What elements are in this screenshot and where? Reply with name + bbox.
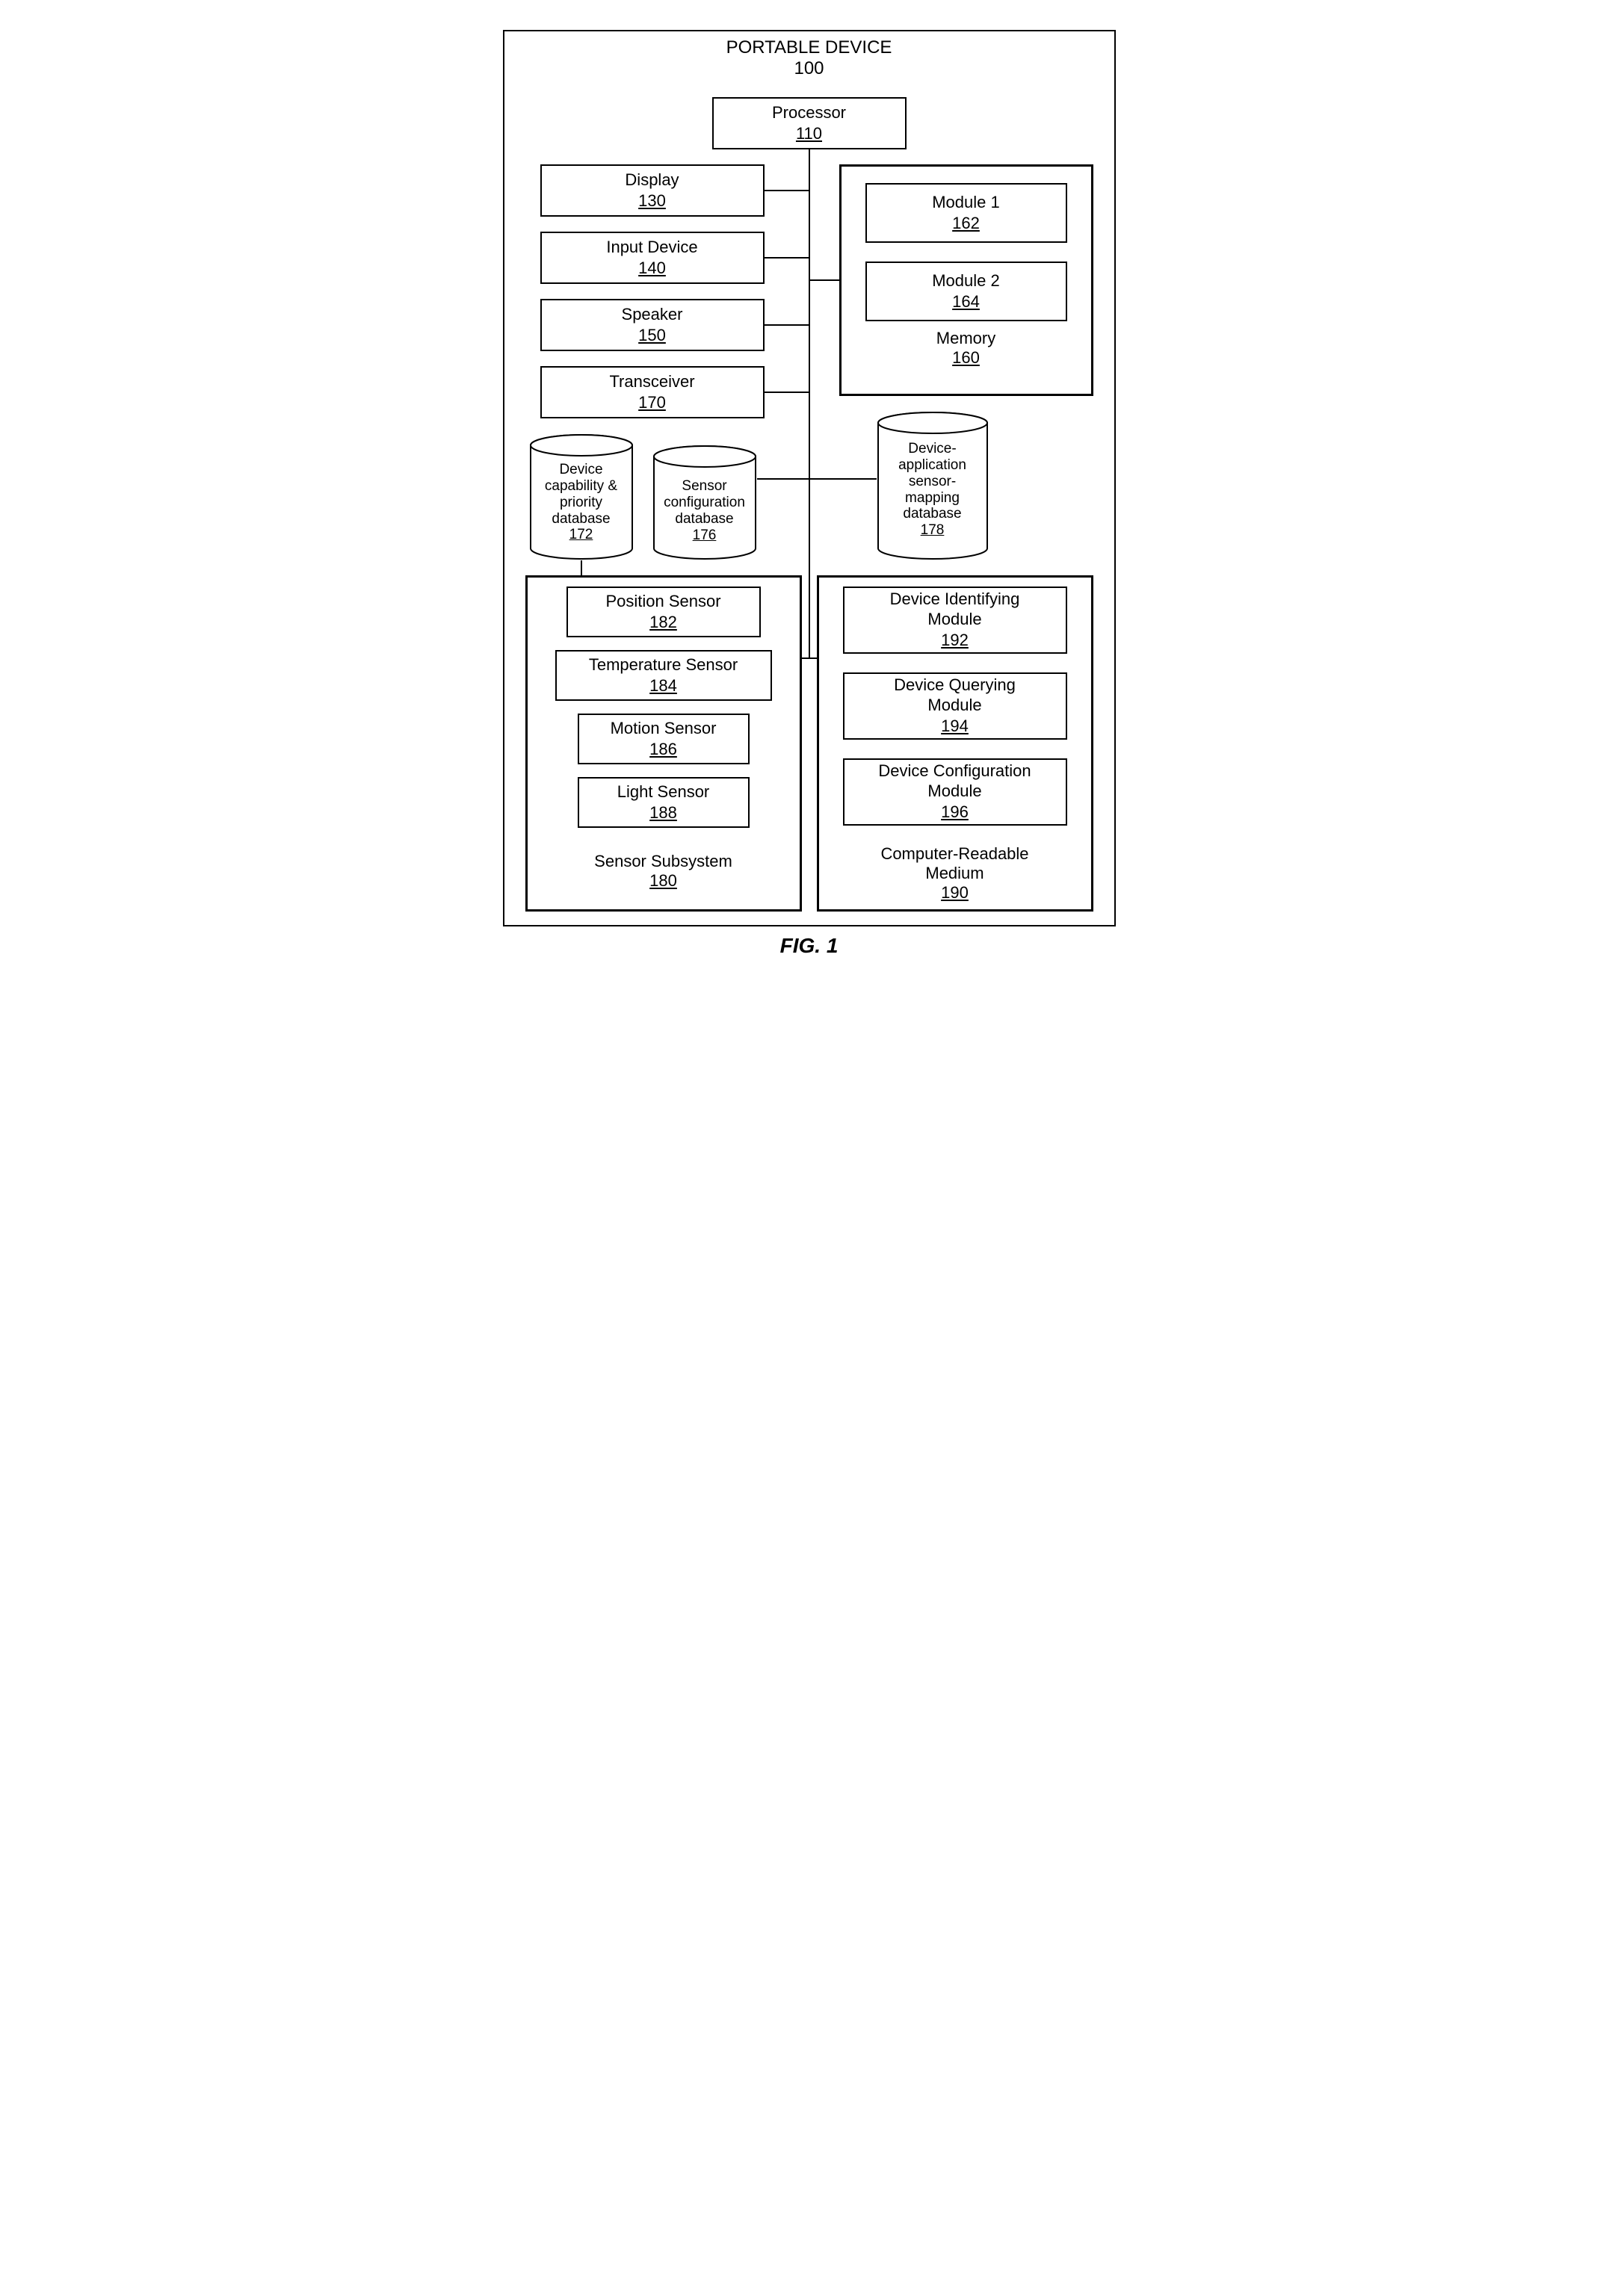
light-sensor-block: Light Sensor 188	[578, 777, 750, 828]
wire-memory	[809, 279, 839, 281]
speaker-block: Speaker 150	[540, 299, 765, 351]
crm-num: 190	[817, 883, 1093, 903]
input-device-label: Input Device	[606, 238, 697, 257]
processor-label: Processor	[772, 103, 846, 123]
dev-config-block: Device Configuration Module 196	[843, 758, 1067, 826]
temperature-sensor-block: Temperature Sensor 184	[555, 650, 772, 701]
db-176-label: Sensor configuration database	[652, 478, 757, 527]
transceiver-num: 170	[638, 393, 666, 412]
processor-block: Processor 110	[712, 97, 907, 149]
wire-display	[765, 190, 809, 191]
module1-label: Module 1	[932, 193, 1000, 212]
crm-title: Computer-Readable Medium 190	[817, 844, 1093, 903]
memory-label: Memory	[839, 329, 1093, 348]
dev-config-label: Device Configuration Module	[878, 761, 1031, 801]
speaker-num: 150	[638, 326, 666, 345]
processor-num: 110	[796, 124, 822, 143]
motion-sensor-num: 186	[649, 740, 677, 759]
dev-identify-label: Device Identifying Module	[890, 590, 1020, 629]
db-176: Sensor configuration database 176	[652, 445, 757, 560]
db-172-label: Device capability & priority database	[529, 462, 634, 527]
wire-db176	[757, 478, 809, 480]
dev-query-label: Device Querying Module	[894, 675, 1016, 715]
sensor-subsystem-label: Sensor Subsystem	[525, 852, 802, 871]
temperature-sensor-label: Temperature Sensor	[589, 655, 738, 675]
light-sensor-num: 188	[649, 803, 677, 823]
speaker-label: Speaker	[622, 305, 683, 324]
input-device-num: 140	[638, 259, 666, 278]
db-172: Device capability & priority database 17…	[529, 433, 634, 560]
transceiver-block: Transceiver 170	[540, 366, 765, 418]
memory-num: 160	[839, 348, 1093, 368]
temperature-sensor-num: 184	[649, 676, 677, 696]
transceiver-label: Transceiver	[609, 372, 694, 392]
module2-num: 164	[952, 292, 980, 312]
db-176-num: 176	[652, 527, 757, 544]
motion-sensor-block: Motion Sensor 186	[578, 714, 750, 764]
display-num: 130	[638, 191, 666, 211]
wire-db178	[809, 478, 877, 480]
portable-device-title: PORTABLE DEVICE 100	[503, 37, 1116, 79]
memory-title: Memory 160	[839, 329, 1093, 368]
dev-identify-num: 192	[941, 631, 969, 650]
figure-label: FIG. 1	[473, 934, 1146, 958]
sensor-subsystem-num: 180	[525, 871, 802, 891]
dev-query-block: Device Querying Module 194	[843, 672, 1067, 740]
position-sensor-block: Position Sensor 182	[566, 587, 761, 637]
module1-block: Module 1 162	[865, 183, 1067, 243]
db-178-label: Device- application sensor- mapping data…	[877, 441, 989, 522]
module2-label: Module 2	[932, 271, 1000, 291]
diagram-canvas: PORTABLE DEVICE 100 Processor 110 Displa…	[473, 30, 1146, 986]
wire-db172-down	[581, 559, 582, 577]
position-sensor-num: 182	[649, 613, 677, 632]
dev-identify-block: Device Identifying Module 192	[843, 587, 1067, 654]
display-label: Display	[625, 170, 679, 190]
module2-block: Module 2 164	[865, 262, 1067, 321]
wire-transceiver	[765, 392, 809, 393]
wire-sensors	[802, 657, 809, 659]
db-178-num: 178	[877, 522, 989, 539]
dev-query-num: 194	[941, 717, 969, 736]
light-sensor-label: Light Sensor	[617, 782, 710, 802]
wire-crm	[809, 657, 817, 659]
wire-speaker	[765, 324, 809, 326]
module1-num: 162	[952, 214, 980, 233]
db-178: Device- application sensor- mapping data…	[877, 411, 989, 560]
portable-device-num: 100	[503, 58, 1116, 79]
bus-vertical	[809, 149, 810, 657]
dev-config-num: 196	[941, 802, 969, 822]
wire-input	[765, 257, 809, 259]
sensor-subsystem-title: Sensor Subsystem 180	[525, 852, 802, 891]
db-172-num: 172	[529, 527, 634, 543]
input-device-block: Input Device 140	[540, 232, 765, 284]
display-block: Display 130	[540, 164, 765, 217]
crm-label: Computer-Readable Medium	[817, 844, 1093, 883]
portable-device-label: PORTABLE DEVICE	[503, 37, 1116, 58]
motion-sensor-label: Motion Sensor	[611, 719, 717, 738]
position-sensor-label: Position Sensor	[605, 592, 720, 611]
